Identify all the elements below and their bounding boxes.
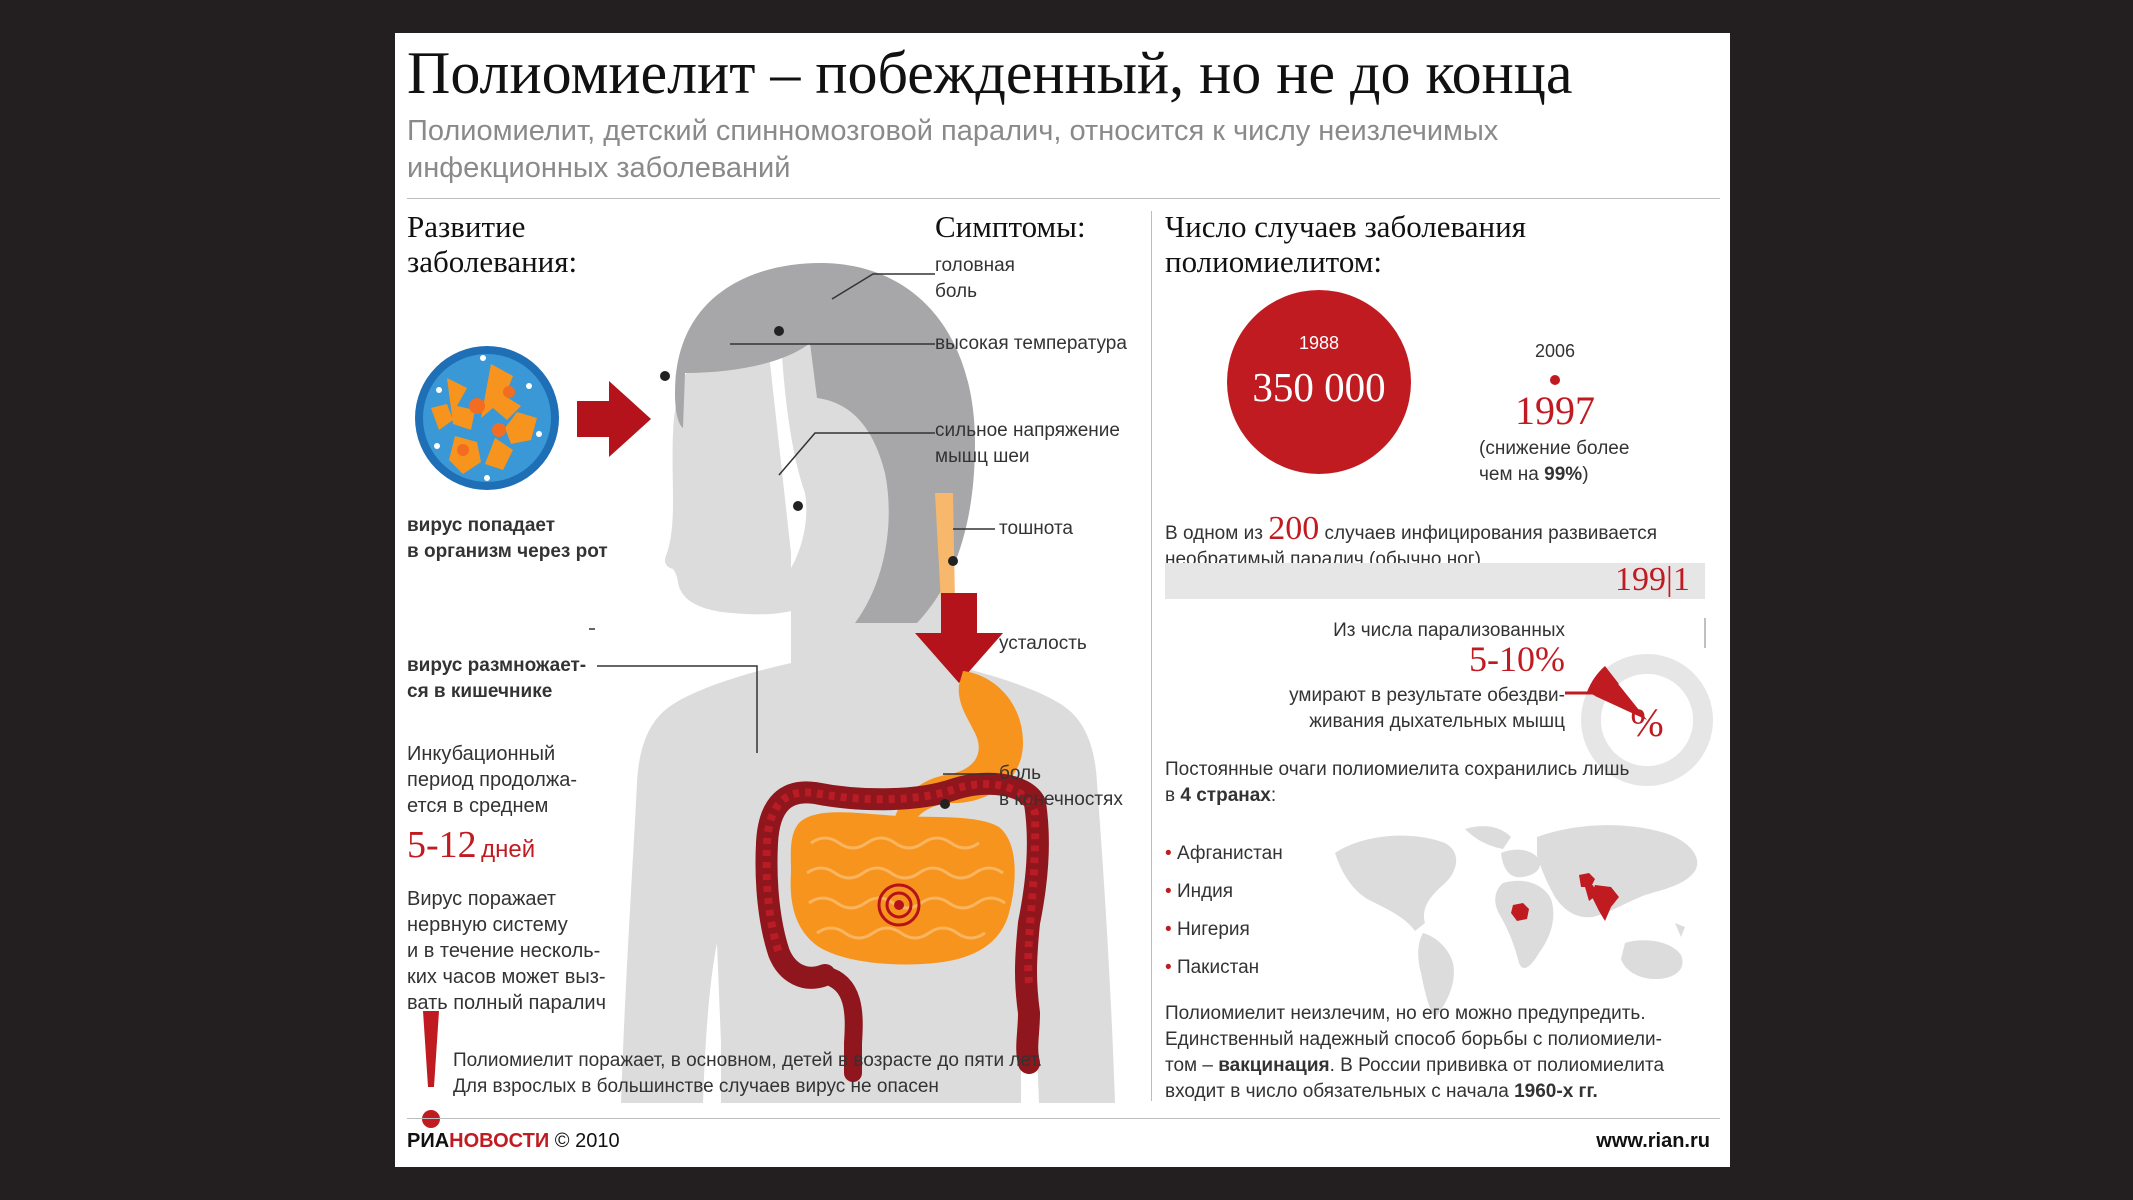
column-divider xyxy=(1151,211,1152,1101)
pie-label: % xyxy=(1630,700,1663,745)
divider xyxy=(407,198,1720,199)
symptom-fever: высокая температура xyxy=(935,333,1127,354)
symptoms-heading: Симптомы: xyxy=(935,209,1086,244)
year-1988: 1988 xyxy=(1298,333,1340,353)
afghanistan-shape xyxy=(1579,873,1595,887)
list-item: • Индия xyxy=(1165,881,1234,902)
india-shape xyxy=(1591,885,1619,921)
incubation-text: Инкубационный период продолжа- ется в ср… xyxy=(407,743,577,817)
cases-heading: Число случаев заболевания полиомиелитом: xyxy=(1165,209,1526,279)
arrow-down-icon xyxy=(915,593,1003,683)
large-intestine-wave xyxy=(762,780,1040,984)
prevention-text: Полиомиелит неизлечим, но его можно пред… xyxy=(1165,1003,1665,1102)
warning-text: Полиомиелит поражает, в основном, детей … xyxy=(453,1050,1043,1097)
footer-divider xyxy=(407,1118,1720,1119)
value-1988: 350 000 xyxy=(1252,364,1386,410)
nervous-system-text: Вирус поражает нервную систему и в течен… xyxy=(407,888,607,1014)
list-item: • Пакистан xyxy=(1165,957,1260,978)
list-item: • Нигерия xyxy=(1165,919,1250,940)
hair xyxy=(675,263,975,623)
virus-enters-text: вирус попадает в организм через рот xyxy=(407,515,608,562)
small-intestine-folds xyxy=(806,836,1006,940)
symptom-limbs: боль в конечностях xyxy=(999,763,1123,810)
subtitle-line: Полиомиелит, детский спинномозговой пара… xyxy=(407,115,1499,147)
ratio-bar xyxy=(1165,563,1705,599)
virus-icon xyxy=(415,346,559,490)
symptom-leader-lines xyxy=(589,273,995,775)
cases-1988-circle xyxy=(1227,290,1411,474)
symptom-headache: головная боль xyxy=(935,255,1015,302)
small-intestine xyxy=(790,812,1015,965)
pie-chart-icon: % xyxy=(1581,618,1713,786)
list-item: • Афганистан xyxy=(1165,843,1283,864)
footer-url[interactable]: www.rian.ru xyxy=(1596,1130,1710,1152)
virus-multiplies-leader xyxy=(597,665,758,753)
countries-list: • Афганистан • Индия • Нигерия • Пакиста… xyxy=(1165,841,1283,993)
deaths-leader xyxy=(1565,691,1599,695)
deaths-cause: умирают в результате обездви- живания ды… xyxy=(1289,685,1565,732)
ratio-label: 199|1 xyxy=(1615,561,1690,598)
infection-target-icon xyxy=(877,883,921,927)
year-2006: 2006 xyxy=(1535,341,1576,361)
rectum xyxy=(816,966,863,1082)
child-body-illustration xyxy=(621,263,1115,1103)
reduction-text: (снижение более чем на 99%) xyxy=(1479,438,1630,485)
countries-intro: Постоянные очаги полиомиелита сохранилис… xyxy=(1165,759,1630,806)
cases-2006-dot xyxy=(1550,375,1560,385)
footer-logo: РИАНОВОСТИ © 2010 xyxy=(407,1130,620,1152)
arrow-right-icon xyxy=(577,381,651,457)
face-silhouette xyxy=(665,318,791,615)
nigeria-shape xyxy=(1511,903,1529,921)
symptom-nausea: тошнота xyxy=(999,518,1073,539)
exclamation-icon xyxy=(422,1011,440,1128)
symptom-neck: сильное напряжение мышц шеи xyxy=(935,420,1120,467)
virus-multiplies-text: вирус размножает- ся в кишечнике xyxy=(407,655,587,702)
deaths-text: Из числа парализованных xyxy=(1333,620,1565,641)
symptom-fatigue: усталость xyxy=(999,633,1087,654)
endemic-countries xyxy=(1511,873,1619,921)
subtitle: Полиомиелит, детский спинномозговой пара… xyxy=(407,113,1607,187)
deaths-value: 5-10% xyxy=(1469,639,1565,679)
value-2006: 1997 xyxy=(1515,388,1595,433)
development-heading: Развитие заболевания: xyxy=(407,209,578,279)
infographic: Полиомиелит – побежденный, но не до конц… xyxy=(395,33,1730,1167)
subtitle-line: инфекционных заболеваний xyxy=(407,152,791,184)
incubation-value: 5-12 дней xyxy=(407,824,536,866)
world-map-icon xyxy=(1335,825,1698,1018)
page-title: Полиомиелит – побежденный, но не до конц… xyxy=(407,40,1573,106)
